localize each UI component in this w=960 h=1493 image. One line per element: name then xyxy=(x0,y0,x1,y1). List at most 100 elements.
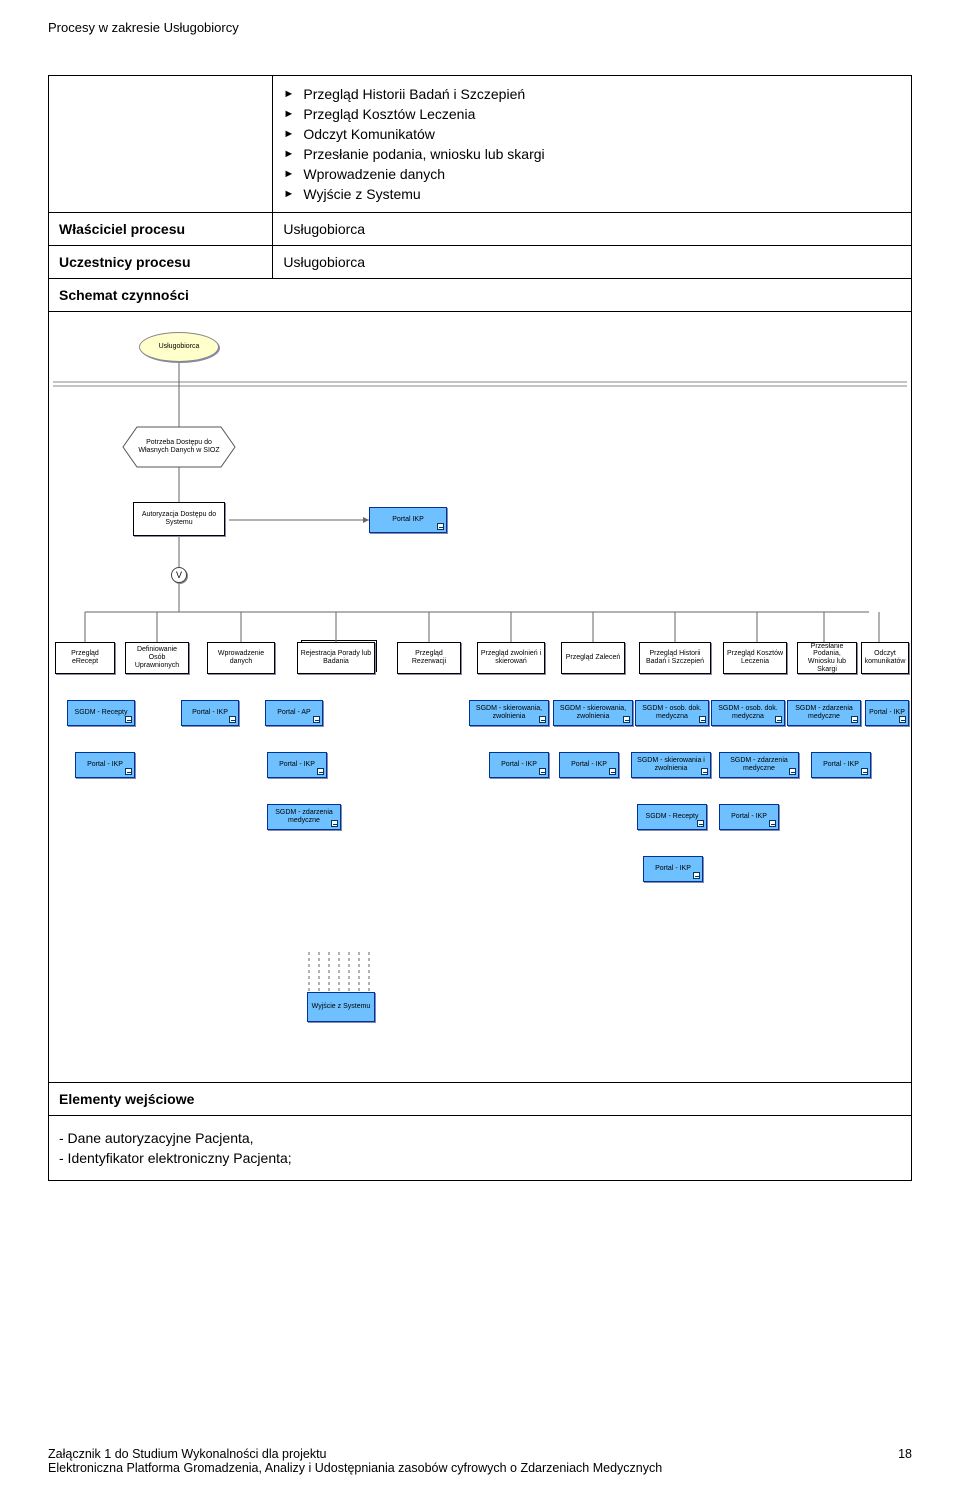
system-box: SGDM - osob. dok. medyczna xyxy=(635,700,709,726)
system-box: Portal - IKP xyxy=(559,752,619,778)
footer-line1: Załącznik 1 do Studium Wykonalności dla … xyxy=(48,1447,662,1461)
actor-label: Usługobiorca xyxy=(159,343,200,351)
activity-label: Odczyt komunikatów xyxy=(864,650,906,665)
footer-line2: Elektroniczna Platforma Gromadzenia, Ana… xyxy=(48,1461,662,1475)
page-header: Procesy w zakresie Usługobiorcy xyxy=(48,20,912,35)
subprocess-icon xyxy=(125,716,132,723)
subprocess-icon xyxy=(437,523,444,530)
activity-box: Przegląd zwolnień i skierowań xyxy=(477,642,545,674)
bullet-item: Przegląd Historii Badań i Szczepień xyxy=(283,84,901,104)
system-box: SGDM - Recepty xyxy=(637,804,707,830)
system-box: Portal - IKP xyxy=(719,804,779,830)
system-label: SGDM - Recepty xyxy=(646,813,699,821)
subprocess-icon xyxy=(693,872,700,879)
activity-label: Przegląd Historii Badań i Szczepień xyxy=(642,650,708,665)
subprocess-icon xyxy=(899,716,906,723)
bullet-item: Przegląd Kosztów Leczenia xyxy=(283,104,901,124)
subprocess-icon xyxy=(539,768,546,775)
subprocess-icon xyxy=(623,716,630,723)
activity-box: Przegląd Rezerwacji xyxy=(397,642,461,674)
subprocess-icon xyxy=(851,716,858,723)
subprocess-icon xyxy=(697,820,704,827)
bullet-list: Przegląd Historii Badań i Szczepień Prze… xyxy=(283,84,901,204)
activity-box: Przesłanie Podania, Wniosku lub Skargi xyxy=(797,642,857,674)
system-box: SGDM - zdarzenia medyczne xyxy=(787,700,861,726)
system-label: SGDM - osob. dok. medyczna xyxy=(638,705,706,720)
bullet-item: Odczyt Komunikatów xyxy=(283,124,901,144)
system-label: Portal - IKP xyxy=(571,761,607,769)
activity-box: Wprowadzenie danych xyxy=(207,642,275,674)
gateway-node: V xyxy=(171,567,187,583)
gateway-label: V xyxy=(176,570,182,580)
system-box: SGDM - zdarzenia medyczne xyxy=(719,752,799,778)
activity-label: Przegląd eRecept xyxy=(58,650,112,665)
subprocess-icon xyxy=(125,768,132,775)
system-label: Portal - IKP xyxy=(87,761,123,769)
owner-value: Usługobiorca xyxy=(273,213,912,246)
bullets-cell: Przegląd Historii Badań i Szczepień Prze… xyxy=(273,76,912,213)
subprocess-icon xyxy=(229,716,236,723)
activity-box: Odczyt komunikatów xyxy=(861,642,909,674)
subprocess-icon xyxy=(609,768,616,775)
system-box: SGDM - zdarzenia medyczne xyxy=(267,804,341,830)
system-label: SGDM - Recepty xyxy=(75,709,128,717)
bullet-item: Przesłanie podania, wniosku lub skargi xyxy=(283,144,901,164)
activity-label: Przesłanie Podania, Wniosku lub Skargi xyxy=(800,643,854,674)
footer: Załącznik 1 do Studium Wykonalności dla … xyxy=(48,1447,912,1475)
schema-heading: Schemat czynności xyxy=(48,279,912,312)
activity-label: Definiowanie Osób Uprawnionych xyxy=(128,646,186,669)
subprocess-icon xyxy=(861,768,868,775)
activity-label: Rejestracja Porady lub Badania xyxy=(300,650,372,665)
system-label: SGDM - zdarzenia medyczne xyxy=(722,757,796,772)
system-box: SGDM - osob. dok. medyczna xyxy=(711,700,785,726)
system-box: Portal - IKP xyxy=(181,700,239,726)
actor-node: Usługobiorca xyxy=(139,332,219,362)
activity-box: Definiowanie Osób Uprawnionych xyxy=(125,642,189,674)
system-label: Portal - IKP xyxy=(823,761,859,769)
bullet-item: Wprowadzenie danych xyxy=(283,164,901,184)
process-table: Przegląd Historii Badań i Szczepień Prze… xyxy=(48,75,912,279)
elements-body: - Dane autoryzacyjne Pacjenta, - Identyf… xyxy=(48,1116,912,1181)
footer-page-number: 18 xyxy=(898,1447,912,1475)
activity-label: Przegląd Zaleceń xyxy=(566,654,620,662)
system-label: SGDM - skierowania i zwolnienia xyxy=(634,757,708,772)
subprocess-icon xyxy=(769,820,776,827)
system-label: SGDM - osob. dok. medyczna xyxy=(714,705,782,720)
system-label: SGDM - skierowania, zwolnienia xyxy=(556,705,630,720)
activity-box: Przegląd eRecept xyxy=(55,642,115,674)
activity-label: Przegląd zwolnień i skierowań xyxy=(480,650,542,665)
system-box: SGDM - skierowania, zwolnienia xyxy=(553,700,633,726)
system-label: Portal - IKP xyxy=(731,813,767,821)
activity-label: Przegląd Kosztów Leczenia xyxy=(726,650,784,665)
diagram: Usługobiorca Potrzeba Dostępu do Własnyc… xyxy=(48,312,912,1082)
system-box: SGDM - skierowania i zwolnienia xyxy=(631,752,711,778)
page: Procesy w zakresie Usługobiorcy Przegląd… xyxy=(0,0,960,1493)
system-box: Portal - IKP xyxy=(643,856,703,882)
activity-box: Przegląd Historii Badań i Szczepień xyxy=(639,642,711,674)
system-box: Portal - IKP xyxy=(267,752,327,778)
system-box: Portal - IKP xyxy=(811,752,871,778)
portal-ikp-label: Portal IKP xyxy=(392,516,424,524)
subprocess-icon xyxy=(699,716,706,723)
need-node: Potrzeba Dostępu do Własnych Danych w SI… xyxy=(127,429,231,465)
elements-line: - Dane autoryzacyjne Pacjenta, xyxy=(59,1130,901,1146)
system-label: Portal - IKP xyxy=(192,709,228,717)
auth-node: Autoryzacja Dostępu do Systemu xyxy=(133,502,225,536)
system-label: Portal - AP xyxy=(277,709,310,717)
owner-label: Właściciel procesu xyxy=(49,213,273,246)
system-label: SGDM - zdarzenia medyczne xyxy=(270,809,338,824)
system-box: Portal - IKP xyxy=(489,752,549,778)
system-box: SGDM - Recepty xyxy=(67,700,135,726)
system-box: Portal - AP xyxy=(265,700,323,726)
system-label: SGDM - zdarzenia medyczne xyxy=(790,705,858,720)
elements-line: - Identyfikator elektroniczny Pacjenta; xyxy=(59,1150,901,1166)
exit-node: Wyjście z Systemu xyxy=(307,992,375,1022)
subprocess-icon xyxy=(789,768,796,775)
bullet-item: Wyjście z Systemu xyxy=(283,184,901,204)
elements-heading: Elementy wejściowe xyxy=(48,1082,912,1116)
system-label: SGDM - skierowania, zwolnienia xyxy=(472,705,546,720)
system-box: SGDM - skierowania, zwolnienia xyxy=(469,700,549,726)
participants-value: Usługobiorca xyxy=(273,246,912,279)
subprocess-icon xyxy=(775,716,782,723)
diagram-svg xyxy=(49,312,911,1082)
